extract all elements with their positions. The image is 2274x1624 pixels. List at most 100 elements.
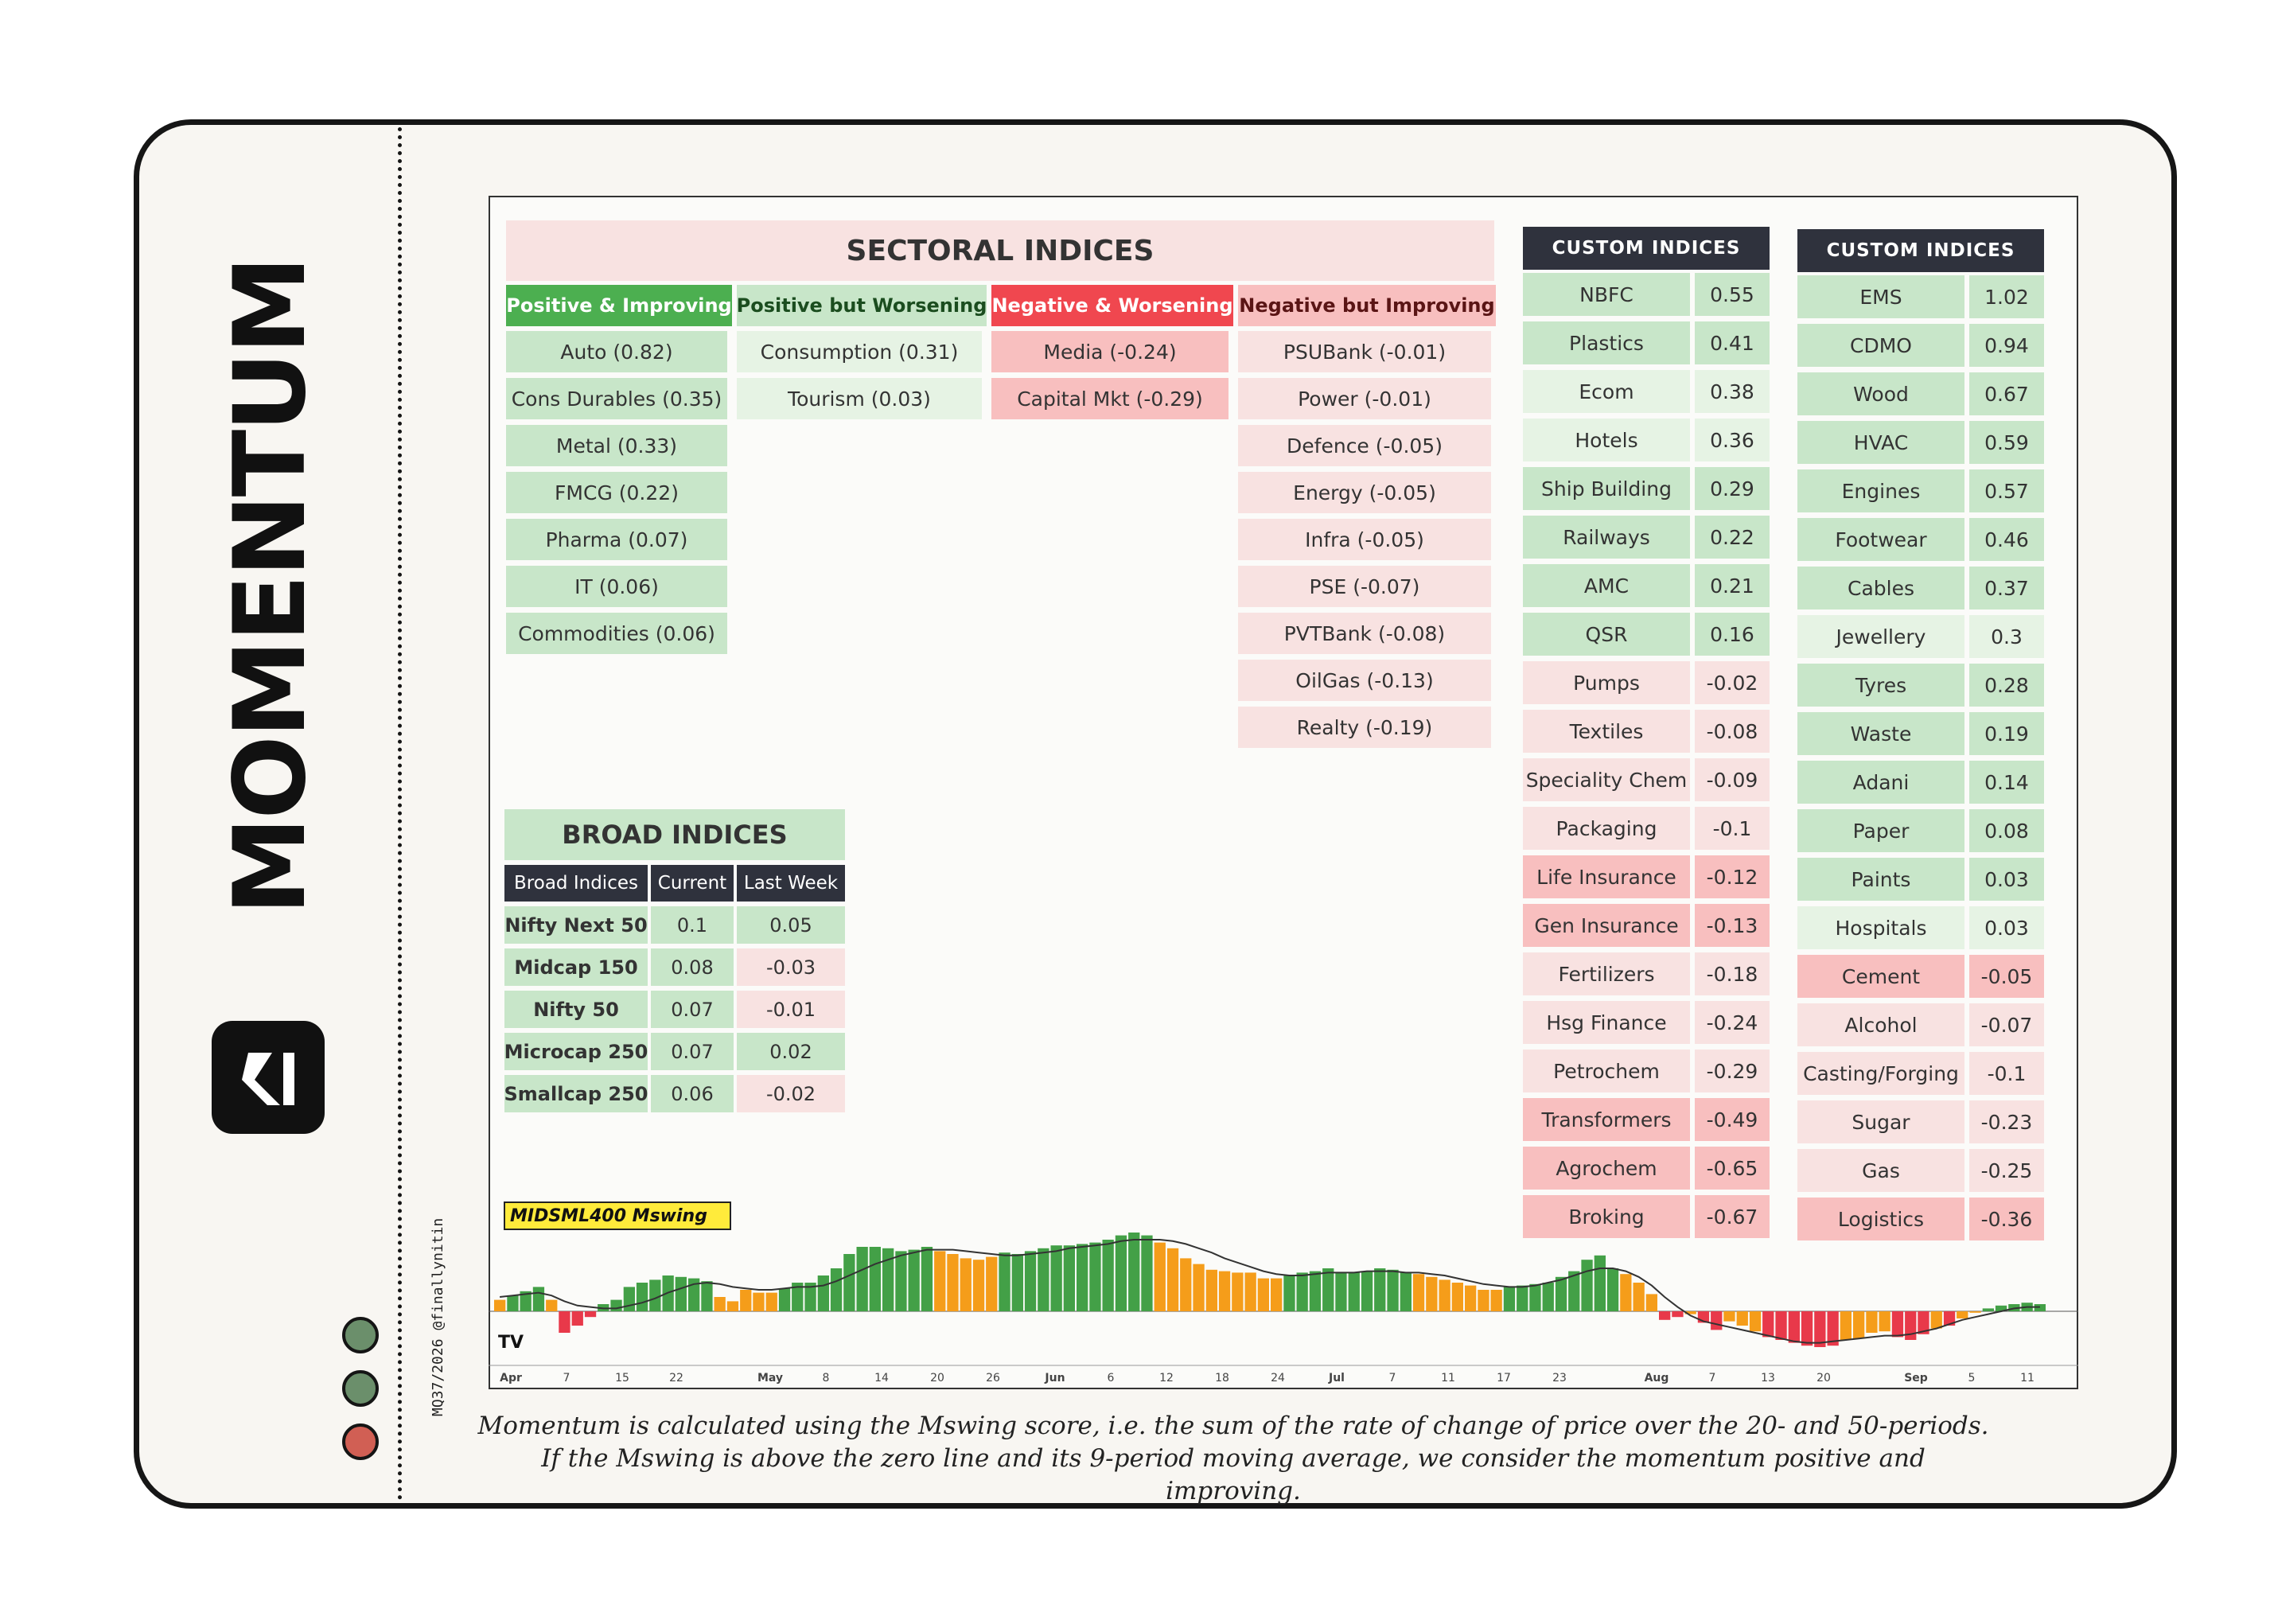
mswing-bar [960,1258,972,1311]
custom2-name-cell: Alcohol [1797,1003,1964,1046]
status-dot-red [342,1423,379,1460]
sectoral-cell: Metal (0.33) [506,425,727,466]
sectoral-cell: PVTBank (-0.08) [1238,613,1491,654]
sectoral-cell: Auto (0.82) [506,331,727,372]
mswing-bar [559,1311,570,1333]
sectoral-cell: Tourism (0.03) [737,378,982,419]
mswing-bar [1115,1235,1127,1311]
x-tick-label: 20 [930,1372,944,1384]
mswing-bar [1205,1269,1217,1311]
mswing-bar [1335,1272,1347,1311]
custom2-name-cell: Casting/Forging [1797,1052,1964,1095]
mswing-bar [494,1299,506,1311]
mswing-bar [1995,1305,2007,1311]
mswing-bar [1166,1248,1179,1311]
custom2-name-cell: Engines [1797,469,1964,512]
custom1-name-cell: Fertilizers [1523,952,1690,995]
broad-last-cell: 0.05 [737,906,845,944]
x-tick-label: 5 [1968,1372,1976,1384]
broad-last-cell: 0.02 [737,1033,845,1070]
custom1-value-cell: -0.13 [1695,904,1770,947]
footnote-line-2: If the Mswing is above the zero line and… [541,1444,1926,1505]
custom2-value-cell: -0.25 [1969,1149,2044,1192]
mswing-bar [584,1311,597,1318]
credit-text: MQ37/2026 @finallynitin [430,1217,446,1416]
custom2-name-cell: Tyres [1797,664,1964,707]
footnote-line-1: Momentum is calculated using the Mswing … [477,1412,1989,1440]
custom2-value-cell: -0.1 [1969,1052,2044,1095]
sectoral-header-3: Negative but Improving [1238,285,1496,326]
x-tick-label: 6 [1108,1372,1115,1384]
x-tick-label: 23 [1552,1372,1567,1384]
mswing-bar [792,1283,804,1311]
mswing-bar [740,1290,752,1311]
sectoral-cell: PSUBank (-0.01) [1238,331,1491,372]
x-tick-label: 26 [986,1372,1000,1384]
mswing-bar [1271,1278,1283,1311]
mswing-bar [701,1281,713,1311]
x-tick-label: 17 [1497,1372,1511,1384]
mswing-bar [1077,1244,1088,1311]
mswing-bar [1128,1233,1140,1311]
custom2-name-cell: Paper [1797,809,1964,852]
mswing-bar [1555,1276,1567,1311]
mswing-bar [1762,1311,1774,1338]
mswing-bar [1827,1311,1839,1346]
x-tick-label: 20 [1816,1372,1831,1384]
mswing-bar [1866,1311,1878,1333]
mswing-bar [1711,1311,1723,1330]
custom1-value-cell: 0.22 [1695,516,1770,559]
mswing-bar [869,1247,881,1311]
mswing-bar [830,1268,843,1311]
mswing-bar [1296,1272,1308,1311]
mswing-bar [1749,1311,1762,1332]
custom2-name-cell: Cement [1797,955,1964,998]
broad-name-cell: Midcap 150 [504,948,648,986]
custom1-name-cell: Hsg Finance [1523,1001,1690,1044]
custom1-value-cell: -0.29 [1695,1050,1770,1092]
broad-name-cell: Nifty 50 [504,991,648,1028]
mswing-bar [1063,1245,1075,1311]
mswing-bar [1374,1268,1386,1311]
sectoral-cell: Power (-0.01) [1238,378,1491,419]
custom1-name-cell: Ecom [1523,370,1690,413]
mswing-bar [1348,1272,1360,1311]
x-tick-label: 8 [823,1372,830,1384]
custom1-name-cell: Railways [1523,516,1690,559]
custom1-name-cell: NBFC [1523,273,1690,316]
mswing-bar [765,1292,777,1311]
custom2-value-cell: 0.03 [1969,906,2044,949]
broad-name-cell: Smallcap 250 [504,1075,648,1112]
custom1-name-cell: Textiles [1523,710,1690,753]
broad-header: Last Week [737,865,845,902]
mswing-bar [1930,1311,1942,1329]
custom2-name-cell: Gas [1797,1149,1964,1192]
mswing-bar [1814,1311,1826,1347]
broad-title: BROAD INDICES [504,809,845,860]
mswing-bar [1050,1245,1062,1311]
sectoral-header-0: Positive & Improving [506,285,732,326]
mswing-bar [1387,1269,1399,1311]
broad-name-cell: Nifty Next 50 [504,906,648,944]
mswing-bar [507,1295,519,1311]
x-tick-label: 13 [1761,1372,1775,1384]
mswing-bar [1568,1271,1580,1311]
mswing-bar [1982,1308,1994,1311]
custom1-name-cell: Petrochem [1523,1050,1690,1092]
mswing-bar [895,1251,907,1311]
mswing-bar [986,1256,998,1311]
mswing-bar [1918,1311,1929,1334]
mswing-bar [714,1297,726,1311]
sectoral-cell: OilGas (-0.13) [1238,660,1491,701]
mswing-bar [1309,1271,1322,1311]
mswing-bar [1943,1311,1956,1326]
broad-name-cell: Microcap 250 [504,1033,648,1070]
custom1-title: CUSTOM INDICES [1523,227,1770,270]
custom1-name-cell: Transformers [1523,1098,1690,1141]
custom2-value-cell: 1.02 [1969,275,2044,318]
broad-last-cell: -0.01 [737,991,845,1028]
mswing-bar [1400,1272,1412,1311]
mswing-bar [1011,1254,1023,1311]
tradingview-icon: TV [498,1333,524,1353]
custom1-name-cell: Gen Insurance [1523,904,1690,947]
